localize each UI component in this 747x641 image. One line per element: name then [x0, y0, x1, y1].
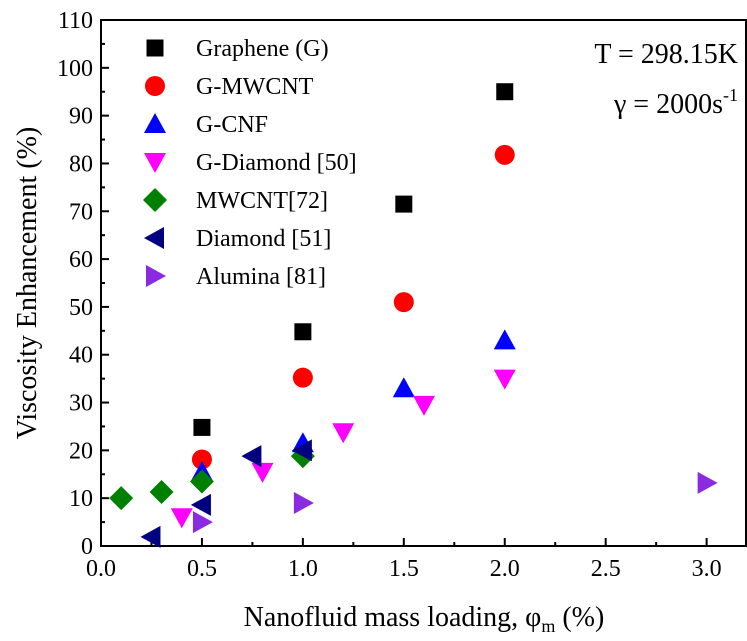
data-point: [413, 395, 435, 416]
y-tick-label: 30: [69, 391, 93, 417]
y-tick-label: 100: [57, 56, 93, 82]
legend-marker: [143, 188, 167, 212]
y-tick-label: 90: [69, 104, 93, 130]
legend-marker: [146, 39, 164, 57]
legend-marker: [144, 153, 166, 173]
y-tick-label: 110: [58, 8, 93, 34]
data-point: [193, 418, 211, 436]
y-tick-label: 0: [81, 534, 93, 560]
legend-label: Graphene (G): [196, 36, 329, 62]
legend: Graphene (G) G-MWCNT G-CNF G-Diamond [50] MW…: [143, 36, 357, 290]
series-4: [109, 444, 315, 511]
y-tick-label: 80: [69, 151, 93, 177]
series-3: [170, 369, 516, 529]
data-point: [189, 469, 214, 494]
x-axis-ticks: 0.0 0.5 1.0 1.5 2.0 2.5 3.0: [86, 538, 722, 582]
legend-marker: [145, 76, 165, 96]
y-axis-ticks: 0 10 20 30 40 50 60 70 80 90 100 110: [57, 8, 109, 560]
data-point: [493, 369, 516, 390]
y-axis-title: Viscosity Enhancement (%): [12, 127, 43, 439]
y-tick-label: 70: [69, 199, 93, 225]
data-point: [170, 508, 193, 529]
legend-marker: [144, 227, 164, 249]
data-point: [241, 445, 262, 468]
shear-rate-annotation: γ = 2000s-1: [613, 85, 738, 120]
data-point: [293, 491, 314, 514]
data-point: [395, 195, 413, 213]
shear-rate-exponent: -1: [723, 85, 738, 105]
legend-label: Diamond [51]: [196, 226, 331, 252]
temperature-annotation: T = 298.15K: [594, 39, 738, 70]
data-point: [494, 144, 515, 165]
legend-marker: [144, 113, 166, 133]
series-2: [190, 329, 516, 481]
data-point: [149, 479, 174, 504]
x-tick-label: 3.0: [692, 556, 722, 582]
data-point: [251, 462, 274, 483]
x-axis-title-subscript: m: [541, 616, 555, 636]
legend-label: G-MWCNT: [196, 74, 314, 100]
y-tick-label: 10: [69, 486, 93, 512]
series-0: [193, 83, 514, 436]
data-point: [294, 323, 312, 341]
data-point: [496, 83, 514, 101]
y-tick-label: 40: [69, 343, 93, 369]
x-tick-label: 1.0: [288, 556, 318, 582]
y-tick-label: 50: [69, 295, 93, 321]
x-tick-label: 1.5: [389, 556, 419, 582]
data-points: [109, 83, 718, 548]
data-point: [109, 486, 134, 511]
x-axis-title: Nanofluid mass loading, φm (%): [244, 602, 605, 636]
series-6: [192, 471, 718, 534]
data-point: [291, 439, 312, 462]
x-tick-label: 2.5: [591, 556, 621, 582]
series-5: [140, 439, 312, 548]
x-tick-label: 0.0: [86, 556, 116, 582]
x-axis-title-main: Nanofluid mass loading, φ: [244, 602, 542, 633]
data-point: [292, 367, 313, 388]
y-tick-label: 60: [69, 247, 93, 273]
y-tick-label: 20: [69, 438, 93, 464]
x-axis-title-unit: (%): [555, 602, 604, 633]
x-tick-label: 0.5: [187, 556, 217, 582]
data-point: [493, 329, 516, 350]
data-point: [190, 493, 211, 516]
data-point: [191, 449, 212, 470]
data-point: [697, 471, 718, 494]
legend-label: Alumina [81]: [196, 264, 326, 290]
legend-label: G-Diamond [50]: [196, 150, 357, 176]
shear-rate-text: γ = 2000s: [613, 89, 723, 120]
legend-marker: [146, 265, 166, 287]
data-point: [393, 292, 414, 313]
data-point: [192, 511, 213, 534]
legend-label: MWCNT[72]: [196, 188, 328, 214]
legend-label: G-CNF: [196, 112, 268, 138]
series-1: [191, 144, 515, 470]
data-point: [140, 525, 161, 548]
x-tick-label: 2.0: [490, 556, 520, 582]
data-point: [392, 377, 415, 398]
data-point: [332, 423, 355, 444]
